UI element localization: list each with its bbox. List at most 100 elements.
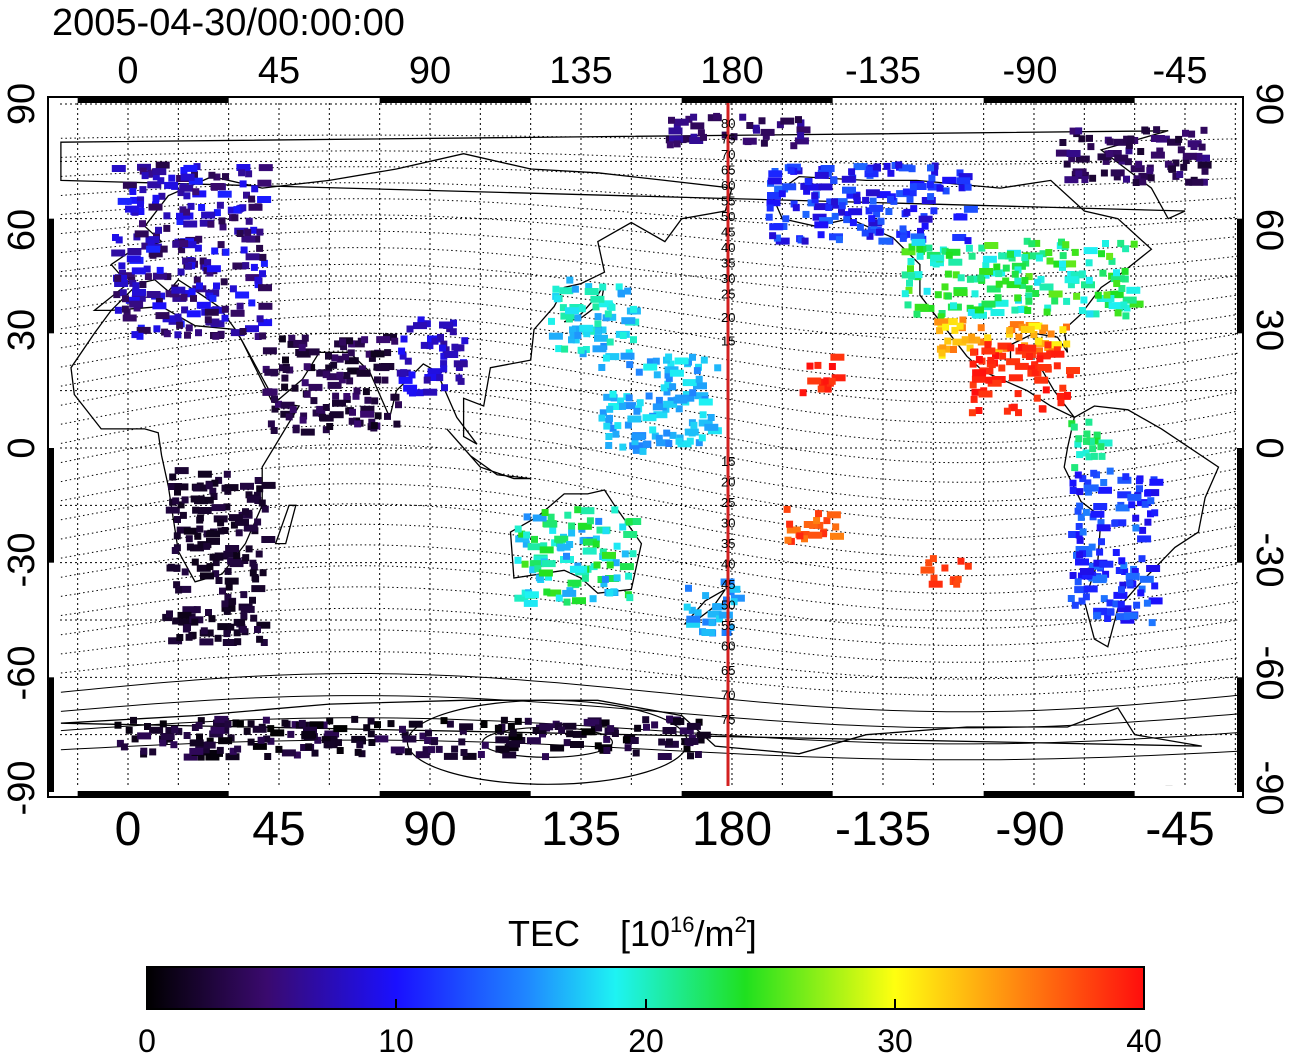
- tec-cell: [527, 543, 542, 551]
- map-title: 2005-04-30/00:00:00: [52, 2, 405, 44]
- tec-cell: [844, 211, 852, 219]
- tec-cell: [241, 235, 256, 243]
- tec-cell: [451, 343, 459, 351]
- tec-cell: [1141, 126, 1149, 134]
- tec-cell: [181, 568, 189, 576]
- tec-cell: [156, 266, 164, 274]
- tec-cell: [321, 736, 336, 744]
- tec-cell: [670, 718, 685, 725]
- tec-cell: [663, 388, 671, 396]
- tec-cell: [1074, 507, 1082, 515]
- tec-cell: [193, 484, 208, 492]
- tec-cell: [190, 294, 197, 302]
- tec-cell: [718, 611, 733, 619]
- tec-cell: [157, 177, 165, 185]
- tec-cell: [1132, 514, 1140, 522]
- tec-cell: [797, 132, 805, 140]
- tec-cell: [682, 379, 697, 387]
- tec-cell: [524, 591, 539, 599]
- tec-cell: [256, 621, 271, 629]
- tec-cell: [207, 220, 215, 228]
- tec-cell: [666, 141, 674, 149]
- tec-cell: [660, 384, 668, 392]
- tec-cell: [1014, 294, 1022, 302]
- tec-cell: [891, 162, 899, 169]
- tec-cell: [558, 726, 566, 734]
- tec-cell: [1113, 173, 1121, 181]
- tec-cell: [1110, 169, 1125, 177]
- tec-cell: [1105, 150, 1113, 158]
- tec-cell: [1141, 500, 1149, 508]
- tec-cell: [152, 272, 167, 280]
- tec-cell: [1044, 304, 1052, 312]
- tec-cell: [814, 171, 829, 179]
- tec-cell: [624, 421, 632, 429]
- tec-cell: [217, 623, 232, 631]
- tec-cell: [252, 725, 267, 733]
- tec-cell: [1168, 165, 1176, 173]
- tec-cell: [619, 563, 634, 571]
- tec-cell: [212, 570, 220, 578]
- tec-cell: [545, 573, 552, 581]
- tec-cell: [550, 744, 565, 752]
- tec-cell: [594, 742, 602, 750]
- tec-cell: [1137, 148, 1145, 155]
- tec-cell: [971, 375, 986, 383]
- tec-cell: [909, 183, 917, 191]
- tec-cell: [298, 344, 306, 352]
- tec-cell: [1120, 301, 1128, 309]
- tec-cell: [868, 215, 876, 223]
- tec-cell: [899, 225, 907, 233]
- tec-cell: [199, 257, 207, 265]
- tec-cell: [999, 352, 1007, 360]
- tec-cell: [944, 270, 952, 278]
- tec-cell: [291, 384, 299, 392]
- tec-cell: [876, 191, 891, 199]
- tec-cell: [1079, 475, 1087, 483]
- tec-cell: [1172, 159, 1180, 167]
- tec-cell: [185, 262, 192, 270]
- tec-cell: [792, 204, 800, 212]
- tec-cell: [746, 122, 754, 129]
- tec-cell: [1075, 546, 1090, 553]
- tec-cell: [459, 723, 474, 731]
- tec-cell: [708, 619, 716, 627]
- tec-cell: [1090, 452, 1098, 460]
- tec-cell: [977, 274, 985, 282]
- tec-cell: [250, 563, 258, 571]
- tec-cell: [529, 560, 544, 568]
- tec-cell: [1120, 616, 1135, 624]
- tec-cell: [611, 506, 619, 514]
- tec-cell: [951, 326, 959, 334]
- tec-cell: [406, 325, 414, 333]
- contour-label-north: 35: [721, 256, 735, 271]
- tec-cell: [367, 717, 375, 725]
- tec-cell: [776, 121, 784, 129]
- tec-cell: [201, 741, 216, 749]
- tec-cell: [594, 334, 608, 342]
- tec-cell: [1018, 344, 1025, 351]
- tec-cell: [368, 739, 376, 746]
- tec-cell: [177, 189, 185, 197]
- tec-cell: [187, 202, 195, 210]
- tec-cell: [250, 226, 258, 234]
- tec-cell: [348, 417, 356, 425]
- contour-label-south: 40: [721, 557, 735, 572]
- tec-cell: [1043, 308, 1051, 316]
- tec-cell: [861, 229, 869, 237]
- tec-cell: [191, 724, 199, 731]
- tec-cell: [1048, 341, 1062, 349]
- tec-cell: [1124, 158, 1132, 166]
- tec-cell: [111, 165, 126, 172]
- tec-cell: [261, 481, 276, 489]
- tec-cell: [1126, 579, 1134, 587]
- tec-cell: [930, 574, 938, 582]
- tec-cell: [669, 135, 684, 143]
- contour-label-north: 60: [721, 178, 735, 193]
- tec-cell: [279, 364, 286, 372]
- tec-cell: [1075, 523, 1083, 530]
- tec-cell: [1195, 152, 1203, 160]
- tec-cell: [941, 564, 949, 572]
- tec-cell: [548, 317, 555, 325]
- tec-cell: [194, 532, 202, 540]
